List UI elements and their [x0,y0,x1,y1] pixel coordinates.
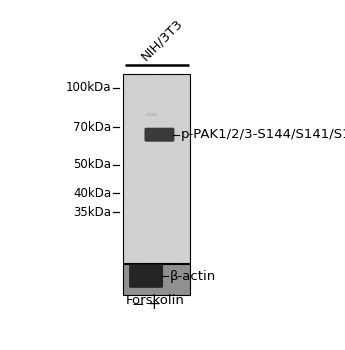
Bar [180,74,182,263]
Text: β-actin: β-actin [169,270,216,282]
Text: 100kDa: 100kDa [66,81,111,94]
Bar [184,74,185,263]
FancyBboxPatch shape [145,264,163,288]
Bar [138,74,140,263]
Text: p-PAK1/2/3-S144/S141/S139: p-PAK1/2/3-S144/S141/S139 [181,128,345,141]
Bar [130,74,132,263]
Bar [172,74,174,263]
Bar [188,74,190,263]
Text: NIH/3T3: NIH/3T3 [138,17,185,64]
Bar [124,74,190,263]
Text: Forskolin: Forskolin [126,294,185,307]
Bar [175,74,177,263]
Bar [187,74,188,263]
Bar [124,74,125,263]
Bar [152,74,154,263]
Bar [148,74,150,263]
FancyBboxPatch shape [129,264,147,288]
Bar [154,74,155,263]
Bar [170,74,172,263]
Bar [155,74,157,263]
Bar [140,74,142,263]
Bar [177,74,178,263]
Bar [182,74,184,263]
Bar [142,74,144,263]
Text: +: + [148,297,160,312]
Bar [160,74,162,263]
Text: 35kDa: 35kDa [73,205,111,218]
Bar [157,74,158,263]
Bar [158,74,160,263]
FancyBboxPatch shape [145,128,175,142]
Bar [174,74,175,263]
Bar [137,74,138,263]
Bar [147,74,148,263]
Bar [128,74,130,263]
Bar [124,264,190,295]
Text: 70kDa: 70kDa [73,121,111,134]
Bar [178,74,180,263]
Bar [132,74,134,263]
Bar [150,74,152,263]
Bar [162,74,164,263]
Text: −: − [132,297,145,312]
Bar [125,74,127,263]
Bar [144,74,145,263]
Bar [168,74,170,263]
Bar [167,74,168,263]
Text: 40kDa: 40kDa [73,187,111,200]
Bar [127,74,128,263]
Bar [164,74,165,263]
Text: 50kDa: 50kDa [73,159,111,172]
Bar [185,74,187,263]
Bar [165,74,167,263]
Bar [134,74,135,263]
Bar [145,74,147,263]
Bar [135,74,137,263]
